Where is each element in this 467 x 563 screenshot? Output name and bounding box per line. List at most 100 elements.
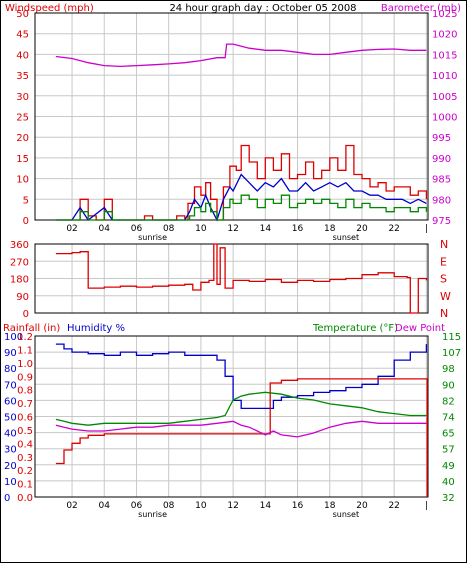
rain-tick-label: 1.1 (17, 345, 33, 356)
temperature-line (55, 391, 427, 426)
sunset-label: sunset (333, 233, 360, 242)
x-tick-label: 06 (131, 501, 143, 511)
x-tick-label: 02 (66, 224, 77, 234)
baro-tick-label: 1025 (432, 9, 457, 20)
panel1-frame (34, 12, 429, 221)
x-tick-label: 14 (260, 501, 272, 511)
humidity-tick-label: 80 (4, 364, 17, 375)
humidity-tick-label: 0 (4, 493, 10, 504)
wind-line (55, 173, 427, 222)
humidity-tick-label: 30 (4, 445, 17, 456)
humidity-tick-label: 90 (4, 348, 17, 359)
wind-tick-label: 45 (16, 30, 29, 41)
humidity-tick-label: 10 (4, 477, 17, 488)
x-tick-label: 16 (292, 501, 304, 511)
humidity-tick-label: 40 (4, 429, 17, 440)
wind-tick-label: 35 (16, 71, 29, 82)
baro-tick-label: 975 (432, 216, 451, 227)
temp-tick-label: 32 (442, 493, 455, 504)
x-tick-label: 16 (292, 224, 304, 234)
rain-tick-label: 0.7 (17, 399, 33, 410)
humidity-tick-label: 20 (4, 461, 17, 472)
wind-tick-label: 40 (16, 50, 29, 61)
rain-tick-label: 0.9 (17, 372, 33, 383)
panel3-frame (34, 335, 429, 498)
temp-tick-label: 74 (442, 413, 455, 424)
temp-title: Temperature (°F) (312, 323, 398, 334)
wind-tick-label: 10 (16, 175, 29, 186)
temp-tick-label: 49 (442, 461, 455, 472)
temp-tick-label: 40 (442, 477, 455, 488)
wind-tick-label: 0 (23, 216, 29, 227)
baro-tick-label: 1015 (432, 50, 457, 61)
compass-tick-label: N (440, 307, 448, 320)
baro-tick-label: 985 (432, 175, 451, 186)
x-tick-label: 10 (195, 501, 207, 511)
wind-title: Windspeed (mph) (5, 3, 94, 14)
wind-tick-label: 25 (16, 113, 29, 124)
direction-line (55, 243, 428, 314)
baro-tick-label: 1010 (432, 71, 457, 82)
x-tick-label: 20 (356, 224, 368, 234)
rain-tick-label: 0.0 (17, 493, 33, 504)
baro-tick-label: 980 (432, 195, 451, 206)
baro-tick-label: 1005 (432, 92, 457, 103)
x-tick-label: 04 (99, 501, 111, 511)
x-tick-label: 02 (66, 501, 77, 511)
x-tick-label: 18 (324, 224, 336, 234)
x-tick-label: 06 (131, 224, 143, 234)
baro-tick-label: 995 (432, 133, 451, 144)
wind-tick-label: 50 (16, 9, 29, 20)
compass-tick-label: S (440, 273, 447, 286)
x-tick-label: 18 (324, 501, 336, 511)
temp-tick-label: 57 (442, 445, 455, 456)
barometer-title: Barometer (mb) (381, 3, 461, 14)
dir-tick-label: 270 (10, 257, 29, 268)
temp-tick-label: 98 (442, 364, 455, 375)
rain-tick-label: 0.2 (17, 466, 33, 477)
x-tick-label: | (425, 501, 428, 511)
temp-tick-label: 115 (442, 332, 461, 343)
dir-tick-label: 90 (16, 292, 29, 303)
rain-tick-label: 0.8 (17, 386, 33, 397)
panel2-frame (34, 243, 429, 314)
temp-tick-label: 90 (442, 380, 455, 391)
sunrise-label: sunrise (138, 510, 167, 519)
gust-line (55, 144, 428, 221)
baro-tick-label: 1000 (432, 113, 457, 124)
x-tick-label: 22 (388, 501, 399, 511)
compass-tick-label: W (440, 290, 451, 303)
humidity-title: Humidity % (67, 323, 125, 334)
x-tick-label: 12 (227, 501, 238, 511)
chart-title: 24 hour graph day : October 05 2008 (169, 3, 356, 14)
humidity-tick-label: 70 (4, 380, 17, 391)
avg-wind-line (55, 194, 428, 221)
baro-tick-label: 990 (432, 154, 451, 165)
humidity-tick-label: 50 (4, 413, 17, 424)
dewpoint-line (55, 420, 427, 438)
rain-tick-label: 0.1 (17, 480, 33, 491)
wind-tick-label: 15 (16, 154, 29, 165)
wind-tick-label: 30 (16, 92, 29, 103)
x-tick-label: 10 (195, 224, 207, 234)
rain-tick-label: 1.0 (17, 359, 33, 370)
baro-tick-label: 1020 (432, 30, 457, 41)
rain-tick-label: 0.6 (17, 413, 33, 424)
dir-tick-label: 360 (10, 240, 29, 251)
humidity-line (55, 343, 428, 410)
temp-tick-label: 82 (442, 396, 455, 407)
wind-tick-label: 5 (23, 195, 29, 206)
x-tick-label: 08 (163, 501, 175, 511)
x-tick-label: 14 (260, 224, 272, 234)
compass-tick-label: E (440, 255, 447, 268)
humidity-tick-label: 100 (4, 332, 23, 343)
wind-tick-label: 20 (16, 133, 29, 144)
rain-tick-label: 0.4 (17, 439, 33, 450)
barometer-line (55, 43, 427, 68)
temp-tick-label: 65 (442, 429, 455, 440)
temp-tick-label: 107 (442, 348, 461, 359)
x-tick-label: 04 (99, 224, 111, 234)
compass-tick-label: N (440, 238, 448, 251)
